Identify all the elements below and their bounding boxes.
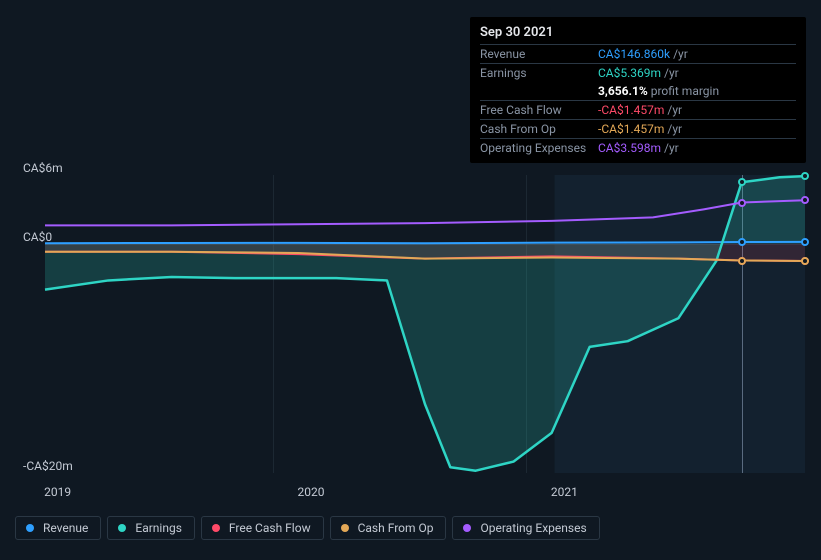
legend-dot-icon <box>212 524 220 532</box>
tooltip-row-value: -CA$1.457m/yr <box>598 101 796 120</box>
tooltip-row: RevenueCA$146.860k/yr <box>480 45 796 64</box>
plot-area[interactable] <box>45 175 805 473</box>
x-axis-label: 2021 <box>551 485 578 499</box>
tooltip-date: Sep 30 2021 <box>480 23 796 44</box>
tooltip-row-label: Operating Expenses <box>480 139 598 158</box>
legend-item-opex[interactable]: Operating Expenses <box>452 516 599 540</box>
tooltip-row-value: 3,656.1% profit margin <box>598 82 796 101</box>
y-axis-label: CA$0 <box>23 230 52 244</box>
legend-item-cashfromop[interactable]: Cash From Op <box>330 516 447 540</box>
series-revenue <box>45 242 805 243</box>
tooltip-row-value: -CA$1.457m/yr <box>598 120 796 139</box>
x-axis-label: 2019 <box>44 485 71 499</box>
tooltip-table: RevenueCA$146.860k/yrEarningsCA$5.369m/y… <box>480 44 796 157</box>
legend-dot-icon <box>341 524 349 532</box>
legend-label: Revenue <box>43 521 88 535</box>
tooltip-row: Free Cash Flow-CA$1.457m/yr <box>480 101 796 120</box>
tooltip-row-label: Earnings <box>480 64 598 83</box>
tooltip-row-value: CA$3.598m/yr <box>598 139 796 158</box>
y-axis-label: CA$6m <box>23 161 63 175</box>
endpoint-revenue <box>801 238 809 246</box>
financials-chart[interactable]: 201920202021 CA$6mCA$0-CA$20m <box>15 155 805 475</box>
x-axis: 2019 2020 2021 <box>45 485 805 505</box>
tooltip-row-label <box>480 82 598 101</box>
tooltip-row-label: Cash From Op <box>480 120 598 139</box>
tooltip-row-value: CA$146.860k/yr <box>598 45 796 64</box>
series-opex <box>45 200 805 225</box>
marker-earnings <box>738 178 746 186</box>
legend-item-freecashflow[interactable]: Free Cash Flow <box>201 516 324 540</box>
legend-dot-icon <box>118 524 126 532</box>
legend-label: Operating Expenses <box>480 521 586 535</box>
legend-dot-icon <box>463 524 471 532</box>
tooltip-row: Cash From Op-CA$1.457m/yr <box>480 120 796 139</box>
tooltip-row-value: CA$5.369m/yr <box>598 64 796 83</box>
marker-cashfromop <box>738 257 746 265</box>
marker-opex <box>738 199 746 207</box>
endpoint-earnings <box>801 172 809 180</box>
legend-item-earnings[interactable]: Earnings <box>107 516 195 540</box>
tooltip-row: Operating ExpensesCA$3.598m/yr <box>480 139 796 158</box>
tooltip-row-label: Revenue <box>480 45 598 64</box>
legend-label: Earnings <box>135 521 182 535</box>
legend-dot-icon <box>26 524 34 532</box>
tooltip-row-label: Free Cash Flow <box>480 101 598 120</box>
marker-revenue <box>738 238 746 246</box>
legend-label: Free Cash Flow <box>229 521 311 535</box>
tooltip-row: EarningsCA$5.369m/yr <box>480 64 796 83</box>
legend-label: Cash From Op <box>358 521 434 535</box>
data-tooltip: Sep 30 2021 RevenueCA$146.860k/yrEarning… <box>470 17 806 163</box>
legend-item-revenue[interactable]: Revenue <box>15 516 101 540</box>
x-axis-label: 2020 <box>298 485 325 499</box>
endpoint-cashfromop <box>801 257 809 265</box>
legend: Revenue Earnings Free Cash Flow Cash From O… <box>15 516 600 540</box>
endpoint-opex <box>801 196 809 204</box>
tooltip-row: 3,656.1% profit margin <box>480 82 796 101</box>
y-axis-label: -CA$20m <box>23 459 73 473</box>
